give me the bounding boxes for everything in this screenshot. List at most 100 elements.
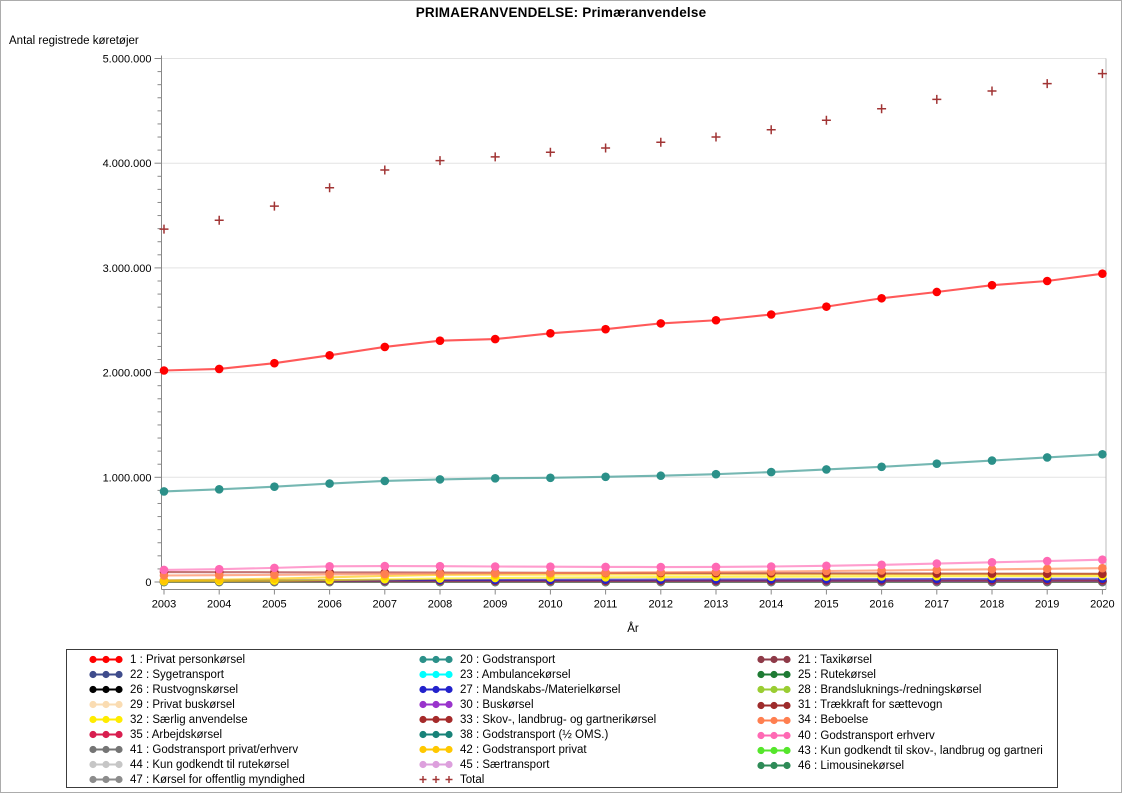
legend-label: 45 : Særtransport (460, 758, 550, 771)
legend-item-21: 21 : Taxikørsel (757, 652, 1057, 667)
data-point (766, 562, 776, 571)
data-point (821, 115, 831, 125)
data-point (766, 310, 776, 319)
data-point (380, 165, 390, 175)
data-point (490, 562, 500, 571)
series-total (159, 69, 1107, 234)
x-tick-label: 2013 (704, 599, 728, 611)
data-point (214, 570, 224, 580)
legend-marker-icon (89, 745, 123, 754)
y-axis: 0 1.000.000 2.000.000 3.000.000 4.000.000 5.0… (103, 54, 162, 590)
data-point (159, 565, 169, 575)
data-point (932, 565, 942, 575)
data-point (270, 563, 279, 573)
legend-label: 22 : Sygetransport (130, 668, 224, 681)
legend-marker-icon (757, 716, 791, 724)
legend-item-31: 31 : Trækkraft for sættevogn (757, 698, 1057, 713)
x-tick-label: 2017 (925, 599, 949, 611)
data-point (601, 143, 611, 153)
data-point (270, 358, 279, 368)
x-tick-label: 2016 (869, 599, 893, 611)
data-point (711, 132, 721, 142)
legend-column-1: 1 : Privat personkørsel 22 : Sygetranspor… (89, 652, 419, 787)
data-point (656, 137, 666, 147)
data-point (435, 336, 445, 345)
legend-marker-icon (419, 655, 453, 664)
data-point (711, 469, 721, 479)
x-tick-label: 2018 (980, 599, 1004, 611)
legend-marker-icon (419, 685, 453, 694)
data-point (1098, 555, 1107, 564)
data-point (325, 561, 334, 571)
x-tick-label: 2014 (759, 599, 783, 611)
legend-item-40: 40 : Godstransport erhverv (757, 728, 1057, 743)
legend-label: 44 : Kun godkendt til rutekørsel (130, 758, 290, 771)
legend-marker-icon (757, 747, 791, 755)
data-point (380, 561, 390, 571)
data-point (435, 561, 445, 571)
data-point (987, 86, 997, 96)
data-point (1042, 79, 1052, 89)
data-point (766, 467, 776, 477)
x-tick-label: 2005 (262, 599, 286, 611)
data-point (656, 319, 666, 328)
data-point (877, 462, 886, 472)
data-point (546, 568, 555, 578)
data-point (546, 473, 555, 483)
data-point (601, 562, 610, 572)
data-point (325, 479, 334, 488)
legend-item-33: 33 : Skov-, landbrug- og gartnerikørsel (419, 712, 757, 727)
legend-column-3: 21 : Taxikørsel 25 : Rutekørsel 28 : Brand… (757, 652, 1057, 787)
series-40 (159, 555, 1107, 575)
legend-label: 20 : Godstransport (460, 653, 556, 666)
x-tick-label: 2007 (373, 599, 397, 611)
legend-marker-icon (419, 670, 453, 679)
data-point (932, 559, 942, 568)
data-point (325, 351, 334, 360)
legend-marker-icon (89, 700, 123, 709)
data-point (877, 293, 886, 303)
legend-item-20: 20 : Godstransport (419, 652, 757, 667)
legend-item-27: 27 : Mandskabs-/Materielkørsel (419, 682, 757, 697)
data-point (1042, 453, 1052, 462)
data-point (601, 324, 610, 334)
legend-label: 25 : Rutekørsel (798, 668, 876, 681)
data-point (1042, 564, 1052, 574)
data-point (325, 570, 334, 579)
data-point (987, 558, 997, 567)
legend-item-43: 43 : Kun godkendt til skov-, landbrug og… (757, 743, 1057, 758)
data-point (711, 315, 721, 325)
x-tick-label: 2008 (428, 599, 452, 611)
legend-label: 34 : Beboelse (798, 714, 869, 727)
legend-item-total: Total (419, 772, 757, 787)
data-point (1042, 556, 1052, 566)
data-point (545, 147, 555, 157)
data-point (270, 570, 279, 580)
legend-label: 26 : Rustvognskørsel (130, 683, 239, 696)
legend-label: 1 : Privat personkørsel (130, 653, 246, 666)
legend-label: 42 : Godstransport privat (460, 743, 587, 756)
chart-title: PRIMAERANVENDELSE: Primæranvendelse (415, 5, 707, 20)
data-point (325, 183, 335, 193)
legend-marker-icon (419, 776, 453, 783)
data-point (490, 334, 500, 344)
data-point (490, 569, 500, 578)
legend-marker-icon (757, 671, 791, 679)
data-point (766, 125, 776, 135)
legend-marker-icon (757, 762, 791, 770)
data-point (656, 471, 666, 481)
legend-marker-icon (757, 701, 791, 709)
x-tick-label: 2009 (483, 599, 507, 611)
legend-item-42: 42 : Godstransport privat (419, 742, 757, 757)
data-point (270, 482, 279, 492)
legend-label: Total (460, 773, 485, 786)
data-point (214, 364, 224, 374)
legend-label: 23 : Ambulancekørsel (460, 668, 571, 681)
legend-item-45: 45 : Særtransport (419, 757, 757, 772)
line-chart-plot: 0 1.000.000 2.000.000 3.000.000 4.000.000 5.0… (103, 54, 1115, 611)
data-point (877, 560, 886, 570)
data-point (546, 329, 555, 338)
legend-marker-icon (419, 715, 453, 724)
y-axis-title: Antal registrede køretøjer (9, 35, 139, 47)
data-point (159, 224, 169, 234)
